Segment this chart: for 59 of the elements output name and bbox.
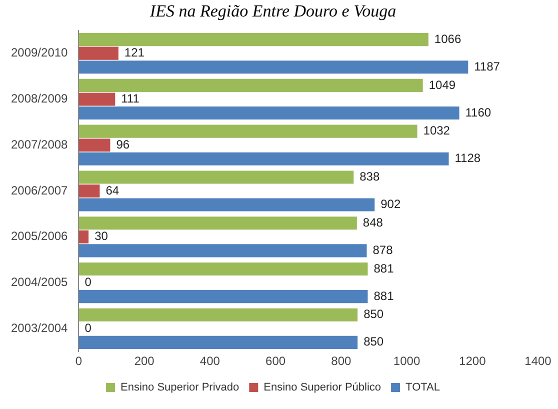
chart-title: IES na Região Entre Douro e Vouga	[148, 2, 396, 21]
data-label: 1066	[434, 32, 462, 46]
data-label: 1160	[465, 105, 492, 120]
bar	[78, 92, 116, 106]
data-label: 902	[380, 197, 401, 212]
data-label: 96	[116, 137, 130, 152]
y-tick-label: 2003/2004	[10, 320, 68, 335]
y-tick-label: 2009/2010	[10, 46, 68, 60]
x-tick-label: 1000	[393, 354, 420, 368]
bar	[78, 60, 468, 74]
y-tick-label: 2006/2007	[10, 183, 68, 198]
y-tick-label: 2007/2008	[10, 137, 68, 152]
data-label: 64	[106, 183, 120, 198]
data-label: 111	[121, 92, 140, 106]
legend-label: Ensino Superior Privado	[120, 382, 240, 394]
y-tick-label: 2008/2009	[10, 92, 68, 106]
bar	[78, 308, 358, 322]
y-tick-label: 2005/2006	[10, 229, 68, 244]
bar	[78, 170, 354, 184]
bar	[78, 46, 118, 60]
bar	[78, 230, 89, 244]
bar	[78, 152, 449, 166]
bar	[78, 290, 368, 304]
bar	[78, 336, 358, 349]
data-label: 1128	[454, 151, 481, 166]
x-tick-label: 800	[331, 354, 352, 368]
bar	[78, 184, 100, 198]
data-label: 1049	[428, 78, 456, 92]
bar	[78, 198, 375, 212]
x-tick-label: 1400	[524, 354, 552, 368]
x-tick-label: 0	[75, 354, 82, 368]
bar	[78, 78, 423, 92]
bar	[78, 244, 367, 258]
legend-label: Ensino Superior Público	[264, 382, 382, 394]
bar	[78, 106, 460, 120]
data-label: 878	[372, 242, 394, 257]
bar	[78, 216, 357, 230]
bar	[78, 124, 418, 138]
x-tick-label: 600	[266, 354, 286, 368]
data-label: 121	[124, 46, 145, 60]
data-label: 881	[374, 261, 394, 276]
x-tick-label: 400	[200, 354, 220, 368]
x-tick-label: 200	[134, 354, 155, 368]
data-label: 850	[364, 334, 384, 349]
bar	[78, 262, 368, 276]
data-label: 0	[84, 275, 92, 290]
data-label: 30	[94, 229, 108, 244]
data-label: 1032	[423, 124, 450, 138]
data-label: 848	[362, 215, 384, 230]
y-tick-label: 2004/2005	[10, 275, 68, 290]
data-label: 850	[364, 307, 384, 322]
data-label: 1187	[474, 59, 500, 74]
data-label: 838	[360, 170, 380, 184]
bar	[78, 33, 428, 46]
data-label: 0	[84, 320, 92, 335]
data-label: 881	[374, 288, 394, 303]
x-tick-label: 1200	[459, 354, 486, 368]
legend-label: TOTAL	[406, 382, 440, 394]
bar	[78, 138, 110, 152]
